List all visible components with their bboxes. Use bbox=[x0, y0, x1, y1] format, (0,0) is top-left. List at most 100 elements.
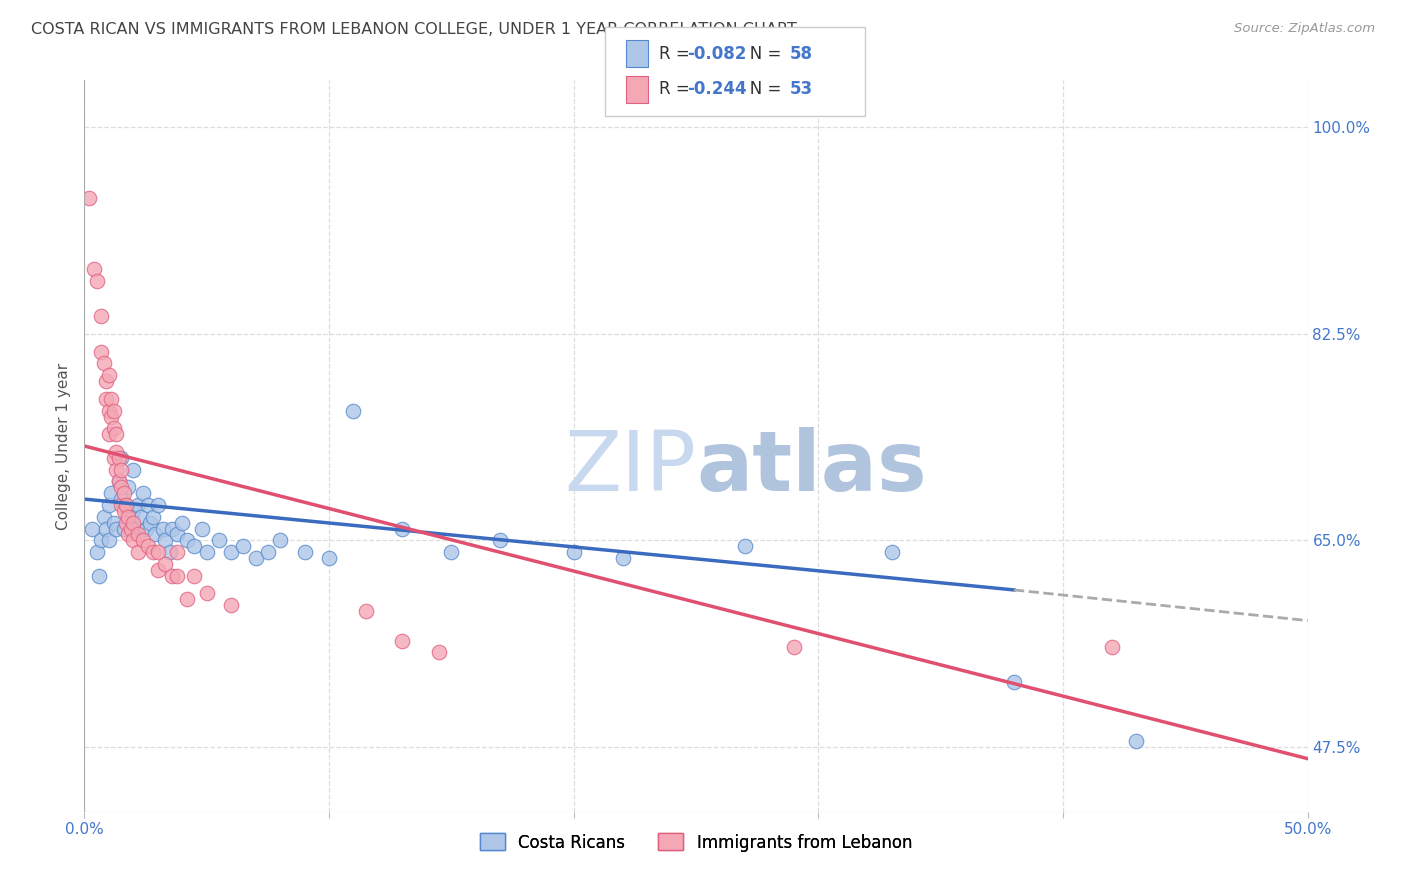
Point bbox=[245, 551, 267, 566]
Point bbox=[107, 475, 129, 489]
Point bbox=[86, 274, 108, 288]
Point bbox=[318, 551, 340, 566]
Point bbox=[105, 445, 128, 459]
Legend: Costa Ricans, Immigrants from Lebanon: Costa Ricans, Immigrants from Lebanon bbox=[472, 827, 920, 858]
Point bbox=[97, 533, 120, 548]
Point bbox=[120, 522, 142, 536]
Point bbox=[115, 498, 138, 512]
Point bbox=[142, 545, 165, 559]
Point bbox=[105, 462, 128, 476]
Point bbox=[176, 533, 198, 548]
Point bbox=[183, 568, 205, 582]
Point bbox=[146, 563, 169, 577]
Point bbox=[122, 516, 145, 530]
Point bbox=[110, 498, 132, 512]
Point bbox=[146, 498, 169, 512]
Point bbox=[93, 509, 115, 524]
Text: 53: 53 bbox=[790, 80, 813, 98]
Point bbox=[1101, 640, 1123, 654]
Point bbox=[195, 545, 218, 559]
Point bbox=[294, 545, 316, 559]
Point bbox=[103, 421, 125, 435]
Point bbox=[120, 509, 142, 524]
Point bbox=[115, 498, 138, 512]
Point bbox=[112, 522, 135, 536]
Point bbox=[132, 486, 155, 500]
Point bbox=[100, 486, 122, 500]
Text: -0.082: -0.082 bbox=[688, 45, 747, 62]
Y-axis label: College, Under 1 year: College, Under 1 year bbox=[56, 362, 72, 530]
Point bbox=[110, 480, 132, 494]
Point bbox=[257, 545, 280, 559]
Point bbox=[107, 450, 129, 465]
Point bbox=[93, 356, 115, 370]
Point bbox=[166, 568, 188, 582]
Point bbox=[110, 492, 132, 507]
Point bbox=[139, 516, 162, 530]
Point bbox=[489, 533, 512, 548]
Point bbox=[127, 498, 149, 512]
Point bbox=[1002, 675, 1025, 690]
Point bbox=[219, 599, 242, 613]
Point bbox=[83, 262, 105, 277]
Point bbox=[97, 368, 120, 383]
Point bbox=[103, 403, 125, 417]
Point bbox=[166, 527, 188, 541]
Point bbox=[122, 462, 145, 476]
Point bbox=[122, 504, 145, 518]
Point bbox=[86, 545, 108, 559]
Point bbox=[391, 522, 413, 536]
Point bbox=[110, 462, 132, 476]
Point bbox=[153, 533, 176, 548]
Point bbox=[122, 533, 145, 548]
Point bbox=[97, 403, 120, 417]
Point bbox=[176, 592, 198, 607]
Point bbox=[166, 545, 188, 559]
Point bbox=[172, 516, 194, 530]
Point bbox=[125, 522, 148, 536]
Point bbox=[143, 527, 166, 541]
Point bbox=[142, 509, 165, 524]
Point bbox=[77, 191, 100, 205]
Text: 58: 58 bbox=[790, 45, 813, 62]
Point bbox=[90, 344, 112, 359]
Point bbox=[612, 551, 634, 566]
Point bbox=[97, 427, 120, 442]
Point bbox=[110, 450, 132, 465]
Point bbox=[191, 522, 214, 536]
Point bbox=[219, 545, 242, 559]
Point bbox=[183, 539, 205, 553]
Point bbox=[195, 586, 218, 600]
Text: N =: N = bbox=[734, 45, 786, 62]
Point bbox=[112, 504, 135, 518]
Point bbox=[127, 527, 149, 541]
Point bbox=[112, 486, 135, 500]
Point bbox=[127, 545, 149, 559]
Point bbox=[783, 640, 806, 654]
Point bbox=[232, 539, 254, 553]
Point bbox=[97, 498, 120, 512]
Point bbox=[129, 509, 152, 524]
Point bbox=[153, 557, 176, 571]
Point bbox=[117, 527, 139, 541]
Point bbox=[96, 522, 118, 536]
Point bbox=[159, 545, 181, 559]
Point bbox=[90, 310, 112, 324]
Point bbox=[152, 522, 174, 536]
Point bbox=[96, 392, 118, 406]
Text: -0.244: -0.244 bbox=[688, 80, 747, 98]
Point bbox=[100, 409, 122, 424]
Point bbox=[103, 450, 125, 465]
Point bbox=[135, 522, 157, 536]
Point bbox=[117, 480, 139, 494]
Point bbox=[734, 539, 756, 553]
Point bbox=[880, 545, 903, 559]
Point bbox=[96, 374, 118, 388]
Point bbox=[1125, 734, 1147, 748]
Point bbox=[269, 533, 291, 548]
Point bbox=[162, 522, 184, 536]
Text: atlas: atlas bbox=[696, 427, 927, 508]
Point bbox=[100, 392, 122, 406]
Point bbox=[208, 533, 231, 548]
Point bbox=[80, 522, 103, 536]
